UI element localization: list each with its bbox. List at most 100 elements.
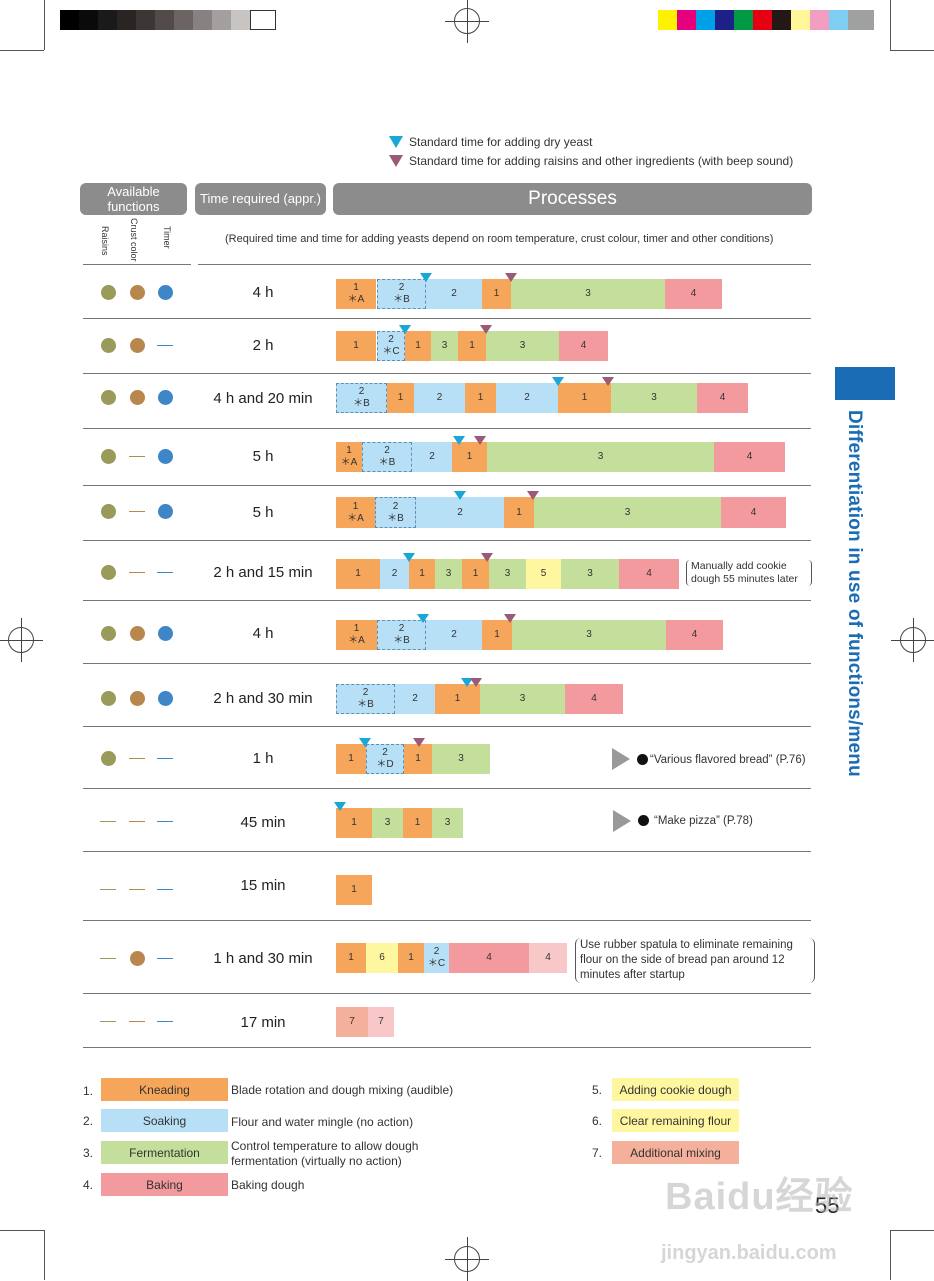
time-required: 5 h	[252, 504, 274, 521]
process-segment-fermentation: 3	[534, 497, 721, 528]
segment-step-label: 1	[397, 392, 404, 403]
segment-step-label: 1	[469, 340, 475, 351]
process-segment-baking: 4	[665, 279, 722, 309]
process-segment-soaking: 2	[412, 442, 452, 472]
function-unavailable-dash	[157, 758, 173, 759]
yeast-marker-icon	[359, 738, 371, 747]
raisin-marker-icon	[389, 155, 403, 167]
segment-step-label: 2	[451, 288, 457, 299]
function-available-dot	[101, 751, 116, 766]
function-available-dot	[158, 390, 173, 405]
process-segment-soaking: 2 ＊B	[362, 442, 412, 472]
segment-step-label: 3	[384, 817, 391, 828]
function-available-dot	[130, 338, 145, 353]
segment-step-label: 4	[719, 392, 726, 403]
row-divider	[83, 663, 811, 664]
process-segment-baking: 4	[721, 497, 786, 528]
segment-yeast-label: ＊A	[348, 635, 365, 646]
segment-step-label: 2	[398, 282, 405, 293]
function-available-dot	[158, 449, 173, 464]
legend-number: 1.	[83, 1084, 94, 1098]
raisin-marker-icon	[474, 436, 486, 445]
time-required: 5 h	[252, 448, 274, 465]
segment-yeast-label: ＊C	[382, 346, 400, 357]
segment-step-label: 1	[414, 817, 421, 828]
legend-kneading: Kneading	[101, 1078, 228, 1101]
segment-step-label: 1	[516, 506, 522, 518]
process-segment-kneading: 1	[398, 943, 424, 973]
process-segment-soaking: 2 ＊C	[377, 331, 405, 361]
process-segment-soaking: 2	[426, 279, 482, 309]
row-divider	[83, 993, 811, 994]
function-available-dot	[158, 504, 173, 519]
process-segment-kneading: 1	[452, 442, 487, 472]
process-segment-fermentation: 3	[561, 559, 619, 589]
segment-step-label: 1	[419, 568, 425, 579]
process-segment-kneading: 1	[558, 383, 611, 413]
segment-step-label: 3	[445, 568, 452, 579]
function-available-dot	[130, 390, 145, 405]
segment-step-label: 3	[597, 451, 604, 462]
process-segment-kneading: 1	[336, 808, 372, 838]
legend-number: 4.	[83, 1178, 94, 1192]
function-unavailable-dash	[129, 758, 145, 759]
flavored-bread-ref[interactable]: “Various flavored bread” (P.76)	[650, 754, 806, 766]
watermark-brand: Baidu经验	[665, 1176, 854, 1218]
function-unavailable-dash	[129, 511, 145, 512]
process-segment-kneading: 1	[409, 559, 435, 589]
process-segment-soaking: 2 ＊C	[424, 943, 449, 973]
function-unavailable-dash	[157, 889, 173, 890]
function-available-dot	[101, 390, 116, 405]
function-available-dot	[158, 626, 173, 641]
process-segment-kneading: 1	[336, 559, 380, 589]
legend-cookie: Adding cookie dough	[612, 1078, 739, 1101]
crop-mark	[44, 1230, 45, 1280]
function-unavailable-dash	[157, 958, 173, 959]
rule	[198, 264, 811, 265]
process-segment-soaking: 2	[380, 559, 409, 589]
function-available-dot	[101, 449, 116, 464]
function-unavailable-dash	[100, 958, 116, 959]
segment-yeast-label: ＊A	[347, 294, 365, 305]
process-segment-kneading: 1	[465, 383, 496, 413]
process-segment-fermentation: 3	[487, 442, 714, 472]
raisin-marker-icon	[480, 325, 492, 334]
conditions-note: (Required time and time for adding yeast…	[225, 233, 774, 245]
arrow-right-icon	[613, 810, 631, 832]
process-segment-soaking: 2 ＊B	[377, 279, 426, 309]
process-segment-soaking: 2	[414, 383, 465, 413]
segment-step-label: 1	[346, 445, 352, 456]
legend-number: 6.	[592, 1114, 603, 1128]
process-segment-fermentation: 3	[611, 383, 697, 413]
processes-header: Processes	[333, 183, 812, 215]
process-segment-soaking: 2	[416, 497, 504, 528]
process-segment-baking: 4	[565, 684, 623, 714]
legend-number: 3.	[83, 1146, 94, 1160]
function-unavailable-dash	[129, 1021, 145, 1022]
function-available-dot	[101, 285, 116, 300]
process-segment-kneading: 1	[458, 331, 486, 361]
segment-step-label: 1	[466, 451, 473, 462]
process-segment-fermentation: 3	[432, 744, 490, 774]
legend-flour: Clear remaining flour	[612, 1109, 739, 1132]
process-segment-fermentation: 3	[489, 559, 526, 589]
row-divider	[83, 851, 811, 852]
yeast-marker-icon	[334, 802, 346, 811]
process-segment-cookie: 5	[526, 559, 561, 589]
segment-step-label: 4	[750, 506, 757, 518]
yeast-marker-icon	[403, 553, 415, 562]
segment-step-label: 1	[477, 392, 484, 403]
pizza-ref[interactable]: “Make pizza” (P.78)	[654, 815, 753, 827]
watermark-url: jingyan.baidu.com	[661, 1242, 837, 1264]
segment-step-label: 1	[348, 952, 354, 963]
segment-step-label: 1	[494, 629, 500, 640]
segment-step-label: 3	[504, 568, 511, 579]
segment-step-label: 2	[382, 747, 388, 758]
process-segment-kneading: 1	[435, 684, 480, 714]
process-segment-kneading: 1	[482, 620, 512, 650]
function-available-dot	[101, 626, 116, 641]
process-segment-soaking: 2	[426, 620, 482, 650]
function-available-dot	[130, 626, 145, 641]
process-segment-baking: 4	[714, 442, 785, 472]
segment-step-label: 2	[384, 445, 390, 456]
